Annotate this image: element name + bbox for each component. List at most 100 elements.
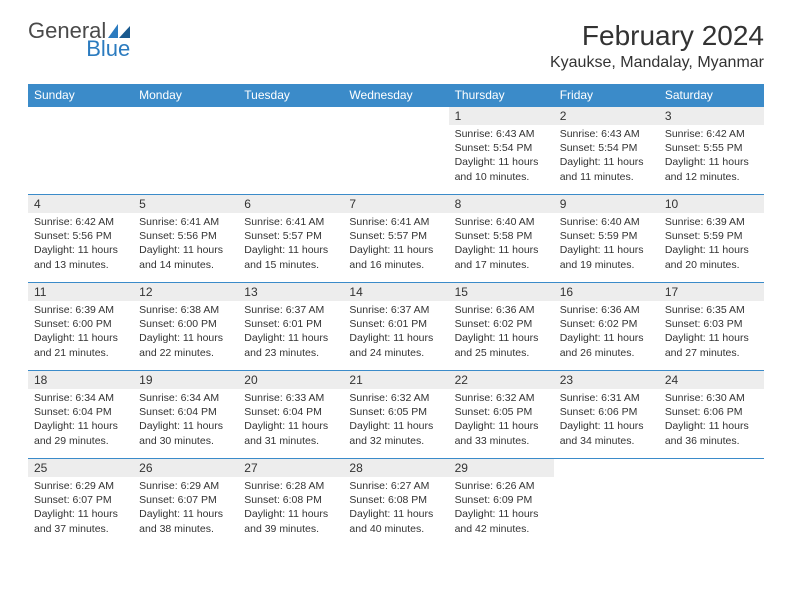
day-details: Sunrise: 6:36 AMSunset: 6:02 PMDaylight:… <box>554 301 659 364</box>
calendar-cell: 12Sunrise: 6:38 AMSunset: 6:00 PMDayligh… <box>133 283 238 371</box>
daylight-text: Daylight: 11 hours and 15 minutes. <box>244 243 337 271</box>
calendar-cell: 19 Sunrise: 6:34 AMSunset: 6:04 PMDayligh… <box>133 371 238 459</box>
day-number: 14 <box>343 283 448 301</box>
daylight-text: Daylight: 11 hours and 40 minutes. <box>349 507 442 535</box>
calendar-cell: 17Sunrise: 6:35 AMSunset: 6:03 PMDayligh… <box>659 283 764 371</box>
sunrise-text: Sunrise: 6:30 AM <box>665 391 758 405</box>
calendar-cell: 2Sunrise: 6:43 AMSunset: 5:54 PMDaylight… <box>554 107 659 195</box>
daylight-text: Daylight: 11 hours and 17 minutes. <box>455 243 548 271</box>
sunrise-text: Sunrise: 6:42 AM <box>34 215 127 229</box>
calendar-week: 25 Sunrise: 6:29 AM Sunset: 6:07 PM Dayligh… <box>28 459 764 547</box>
page-header: GeneralBlue February 2024 Kyaukse, Manda… <box>28 20 764 72</box>
day-header: Thursday <box>449 84 554 107</box>
daylight-text: Daylight: 11 hours and 16 minutes. <box>349 243 442 271</box>
day-header: Monday <box>133 84 238 107</box>
day-header-row: SundayMondayTuesdayWednesdayThursdayFrid… <box>28 84 764 107</box>
month-title: February 2024 <box>550 20 764 52</box>
daylight-text: Daylight: 11 hours and 30 minutes. <box>139 419 232 447</box>
day-details: Sunrise: 6:27 AMSunset: 6:08 PMDaylight:… <box>343 477 448 540</box>
calendar-cell: 27Sunrise: 6:28 AMSunset: 6:08 PMDayligh… <box>238 459 343 547</box>
calendar-cell: 14Sunrise: 6:37 AMSunset: 6:01 PMDayligh… <box>343 283 448 371</box>
day-number: 4 <box>28 195 133 213</box>
daylight-text: Daylight: 11 hours and 11 minutes. <box>560 155 653 183</box>
sunrise-text: Sunrise: 6:38 AM <box>139 303 232 317</box>
day-details: Sunrise: 6:34 AMSunset: 6:04 PMDaylight:… <box>28 389 133 452</box>
day-number: 27 <box>238 459 343 477</box>
sunrise-text: Sunrise: 6:34 AM <box>139 391 232 405</box>
daylight-text: Daylight: 11 hours and 14 minutes. <box>139 243 232 271</box>
sunset-text: Sunset: 6:01 PM <box>349 317 442 331</box>
day-number: 15 <box>449 283 554 301</box>
calendar-cell: 24Sunrise: 6:30 AMSunset: 6:06 PMDayligh… <box>659 371 764 459</box>
daylight-text: Daylight: 11 hours and 31 minutes. <box>244 419 337 447</box>
sunrise-text: Sunrise: 6:29 AM <box>139 479 232 493</box>
day-number: 19 <box>133 371 238 389</box>
day-number: 16 <box>554 283 659 301</box>
day-details: Sunrise: 6:32 AMSunset: 6:05 PMDaylight:… <box>449 389 554 452</box>
daylight-text: Daylight: 11 hours and 29 minutes. <box>34 419 127 447</box>
calendar-cell: 25Sunrise: 6:29 AMSunset: 6:07 PMDayligh… <box>28 459 133 547</box>
calendar-cell: 13Sunrise: 6:37 AMSunset: 6:01 PMDayligh… <box>238 283 343 371</box>
day-header: Sunday <box>28 84 133 107</box>
day-details: Sunrise: 6:37 AMSunset: 6:01 PMDaylight:… <box>343 301 448 364</box>
day-details: Sunrise: 6:41 AMSunset: 5:57 PMDaylight:… <box>238 213 343 276</box>
sunset-text: Sunset: 5:57 PM <box>349 229 442 243</box>
daylight-text: Daylight: 11 hours and 34 minutes. <box>560 419 653 447</box>
day-number: 25 <box>28 459 133 477</box>
calendar-cell: 3Sunrise: 6:42 AMSunset: 5:55 PMDaylight… <box>659 107 764 195</box>
day-number: 5 <box>133 195 238 213</box>
day-header: Saturday <box>659 84 764 107</box>
sunset-text: Sunset: 6:05 PM <box>455 405 548 419</box>
day-number: 2 <box>554 107 659 125</box>
daylight-text: Daylight: 11 hours and 22 minutes. <box>139 331 232 359</box>
day-number: 18 <box>28 371 133 389</box>
daylight-text: Daylight: 11 hours and 42 minutes. <box>455 507 548 535</box>
day-number: 24 <box>659 371 764 389</box>
day-details: Sunrise: 6:36 AMSunset: 6:02 PMDaylight:… <box>449 301 554 364</box>
day-header: Friday <box>554 84 659 107</box>
sunrise-text: Sunrise: 6:28 AM <box>244 479 337 493</box>
sunrise-text: Sunrise: 6:41 AM <box>349 215 442 229</box>
sunrise-text: Sunrise: 6:43 AM <box>560 127 653 141</box>
day-details: Sunrise: 6:35 AMSunset: 6:03 PMDaylight:… <box>659 301 764 364</box>
daylight-text: Daylight: 11 hours and 24 minutes. <box>349 331 442 359</box>
sunrise-text: Sunrise: 6:39 AM <box>34 303 127 317</box>
day-number: 1 <box>449 107 554 125</box>
day-details: Sunrise: 6:31 AMSunset: 6:06 PMDaylight:… <box>554 389 659 452</box>
sunrise-text: Sunrise: 6:41 AM <box>139 215 232 229</box>
calendar-week: 18Sunrise: 6:34 AMSunset: 6:04 PMDayligh… <box>28 371 764 459</box>
sunrise-text: Sunrise: 6:41 AM <box>244 215 337 229</box>
day-number <box>659 459 764 477</box>
sunrise-text: Sunrise: 6:37 AM <box>349 303 442 317</box>
day-details: Sunrise: 6:40 AMSunset: 5:58 PMDaylight:… <box>449 213 554 276</box>
calendar-table: SundayMondayTuesdayWednesdayThursdayFrid… <box>28 84 764 547</box>
daylight-text: Daylight: 11 hours and 39 minutes. <box>244 507 337 535</box>
calendar-cell: 11Sunrise: 6:39 AMSunset: 6:00 PMDayligh… <box>28 283 133 371</box>
sunset-text: Sunset: 6:04 PM <box>139 405 232 419</box>
sunrise-text: Sunrise: 6:27 AM <box>349 479 442 493</box>
day-details: Sunrise: 6:28 AMSunset: 6:08 PMDaylight:… <box>238 477 343 540</box>
title-block: February 2024 Kyaukse, Mandalay, Myanmar <box>550 20 764 72</box>
daylight-text: Daylight: 11 hours and 33 minutes. <box>455 419 548 447</box>
daylight-text: Daylight: 11 hours and 25 minutes. <box>455 331 548 359</box>
calendar-cell: 28Sunrise: 6:27 AMSunset: 6:08 PMDayligh… <box>343 459 448 547</box>
calendar-week: 11Sunrise: 6:39 AMSunset: 6:00 PMDayligh… <box>28 283 764 371</box>
day-number: 13 <box>238 283 343 301</box>
sunset-text: Sunset: 6:02 PM <box>560 317 653 331</box>
day-header: Tuesday <box>238 84 343 107</box>
sunset-text: Sunset: 5:58 PM <box>455 229 548 243</box>
sunrise-text: Sunrise: 6:36 AM <box>560 303 653 317</box>
daylight-text: Daylight: 11 hours and 32 minutes. <box>349 419 442 447</box>
calendar-cell <box>238 107 343 195</box>
calendar-cell: 8Sunrise: 6:40 AMSunset: 5:58 PMDaylight… <box>449 195 554 283</box>
sunset-text: Sunset: 6:07 PM <box>34 493 127 507</box>
calendar-cell: 7Sunrise: 6:41 AMSunset: 5:57 PMDaylight… <box>343 195 448 283</box>
day-number: 20 <box>238 371 343 389</box>
day-number <box>554 459 659 477</box>
day-number: 10 <box>659 195 764 213</box>
sunrise-text: Sunrise: 6:36 AM <box>455 303 548 317</box>
calendar-cell: 21Sunrise: 6:32 AMSunset: 6:05 PMDayligh… <box>343 371 448 459</box>
day-details: Sunrise: 6:32 AMSunset: 6:05 PMDaylight:… <box>343 389 448 452</box>
calendar-cell <box>343 107 448 195</box>
daylight-text: Daylight: 11 hours and 36 minutes. <box>665 419 758 447</box>
